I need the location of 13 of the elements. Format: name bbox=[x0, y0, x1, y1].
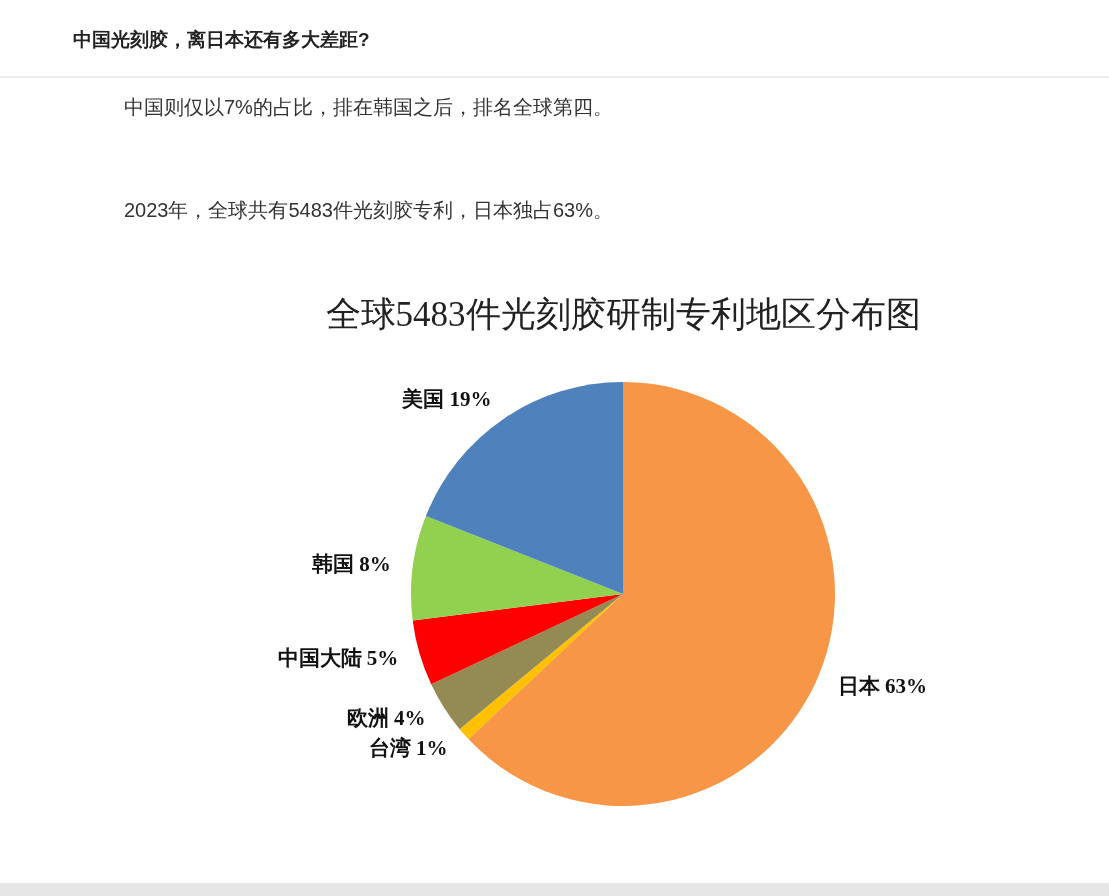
slice-label: 日本 63% bbox=[837, 673, 927, 698]
pie-slice bbox=[411, 515, 623, 621]
text: 中国则仅以7%的占比，排在韩国之后，排名全球第四。 bbox=[124, 95, 613, 120]
slice-label: 美国 19% bbox=[401, 387, 492, 412]
slice-label: 台湾 1% bbox=[368, 735, 448, 760]
text: 中国光刻胶，离日本还有多大差距? bbox=[73, 28, 370, 52]
slice-label: 中国大陆 5% bbox=[277, 646, 399, 671]
pie-slice bbox=[431, 594, 623, 730]
text: 2023年，全球共有5483件光刻胶专利，日本独占63%。 bbox=[124, 198, 614, 223]
pie-slice bbox=[412, 594, 623, 685]
slice-label: 欧洲 4% bbox=[346, 706, 426, 731]
chart-title: 全球5483件光刻胶研制专利地区分布图 bbox=[325, 295, 921, 334]
slice-label: 韩国 8% bbox=[311, 551, 391, 576]
